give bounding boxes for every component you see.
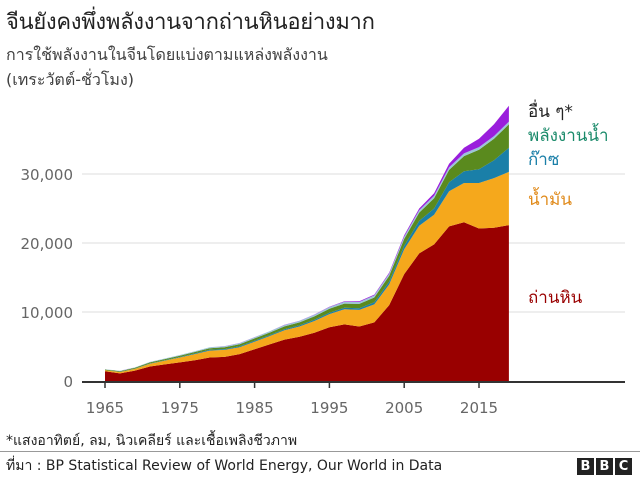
subtitle-line-2: (เทระวัตต์-ชั่วโมง) [6,70,135,89]
legend-label: พลังงานน้ำ [528,126,609,146]
source-text: ที่มา : BP Statistical Review of World E… [6,458,443,474]
x-tick-label: 1965 [86,399,124,417]
area-4 [105,105,509,371]
bbc-logo: B B C [577,458,632,475]
area-3 [105,124,509,372]
y-tick-label: 20,000 [21,235,74,253]
legend-label: อื่น ๆ* [528,102,573,122]
x-tick-label: 2015 [460,399,498,417]
y-tick-label: 0 [63,373,73,391]
bbc-logo-letter: C [615,458,632,475]
legend-label: น้ำมัน [528,190,572,210]
x-tick-label: 2005 [385,399,423,417]
x-tick-label: 1995 [310,399,348,417]
bbc-logo-letter: B [596,458,613,475]
area-0 [105,222,509,381]
y-axis-labels: 0 10,000 20,000 30,000 [21,166,74,391]
x-tick-label: 1985 [236,399,274,417]
bbc-logo-letter: B [577,458,594,475]
legend-label: ถ่านหิน [528,288,583,308]
x-axis-labels: 1965 1975 1985 1995 2005 2015 [86,399,498,417]
subtitle-line-1: การใช้พลังงานในจีนโดยแบ่งตามแหล่งพลังงาน [6,45,328,64]
legend-label: ก๊าซ [528,150,560,170]
area-1 [105,171,509,374]
chart-title: จีนยังคงพึ่งพลังงานจากถ่านหินอย่างมาก [6,10,375,35]
area-series [105,105,509,381]
chart-subtitle: การใช้พลังงานในจีนโดยแบ่งตามแหล่งพลังงาน… [6,42,328,92]
x-axis [82,381,625,388]
footer-divider [0,451,640,452]
y-tick-label: 10,000 [21,304,74,322]
footnote: *แสงอาทิตย์, ลม, นิวเคลียร์ และเชื้อเพลิ… [6,433,298,449]
x-tick-label: 1975 [161,399,199,417]
y-tick-label: 30,000 [21,166,74,184]
